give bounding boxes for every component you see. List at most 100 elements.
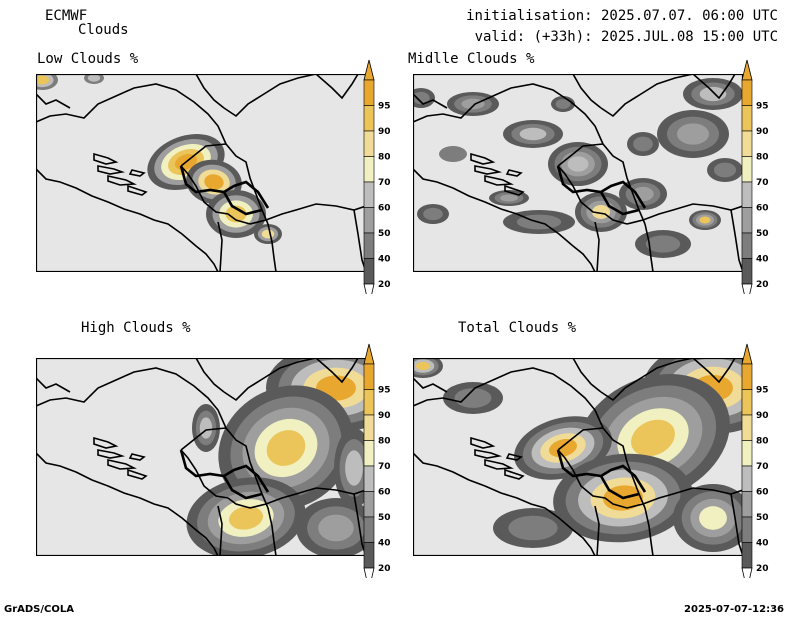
high-clouds-map — [36, 358, 366, 556]
country-border — [222, 191, 263, 216]
cloud-cover-area — [413, 91, 430, 105]
cloud-cover-area — [699, 216, 711, 224]
island-outline — [474, 449, 503, 459]
colorbar-label: 20 — [378, 564, 391, 574]
cloud-cover-area — [549, 438, 577, 458]
country-border — [599, 475, 640, 500]
colorbar-swatch — [363, 79, 375, 106]
colorbar-swatch — [363, 516, 375, 543]
colorbar-total: 20 40 50 60 70 80 90 95 — [741, 343, 769, 578]
colorbar-swatch — [741, 207, 753, 234]
colorbar-swatch — [363, 207, 375, 234]
colorbar-label: 95 — [378, 102, 391, 112]
colorbar-label: 90 — [378, 411, 391, 421]
country-border — [36, 93, 71, 109]
colorbar-over-arrow — [363, 59, 375, 81]
country-border — [557, 143, 604, 167]
cloud-cover-area — [713, 162, 737, 178]
country-border — [413, 83, 604, 145]
island-outline — [470, 436, 496, 449]
country-border — [180, 449, 251, 509]
colorbar-label: 95 — [756, 102, 769, 112]
country-border — [195, 74, 225, 109]
cloud-cover-area — [439, 146, 467, 162]
colorbar-label: 60 — [756, 204, 769, 214]
island-outline — [93, 152, 119, 165]
colorbar-over-arrow — [363, 343, 375, 365]
cloud-cover-area — [204, 174, 224, 190]
country-border — [217, 221, 223, 272]
island-outline — [107, 175, 137, 186]
colorbar-label: 90 — [756, 127, 769, 137]
country-border — [223, 358, 317, 402]
country-border — [249, 203, 366, 225]
country-border — [413, 367, 604, 429]
colorbar-swatch — [363, 414, 375, 441]
country-border — [572, 358, 602, 393]
cloud-cover-area — [631, 419, 675, 457]
colorbar-label: 95 — [378, 386, 391, 396]
country-border — [36, 377, 71, 393]
panel-title-high-clouds: High Clouds % — [81, 320, 191, 336]
country-border — [413, 93, 448, 109]
cloud-cover-area — [416, 361, 430, 371]
colorbar-label: 60 — [756, 488, 769, 498]
colorbar-label: 95 — [756, 386, 769, 396]
colorbar-swatch — [741, 79, 753, 106]
island-outline — [127, 468, 148, 480]
colorbar-swatch — [363, 363, 375, 390]
colorbar-label: 70 — [378, 462, 391, 472]
country-border — [180, 143, 227, 167]
colorbar-label: 70 — [756, 462, 769, 472]
cloud-cover-area — [677, 123, 709, 145]
colorbar-swatch — [741, 542, 753, 569]
panel-title-low-clouds: Low Clouds % — [37, 51, 139, 67]
island-outline — [128, 453, 146, 461]
cloud-cover-area — [261, 229, 275, 239]
colorbar-swatch — [363, 465, 375, 492]
country-border — [217, 505, 223, 556]
island-outline — [484, 175, 514, 186]
colorbar-label: 70 — [378, 178, 391, 188]
cloud-cover-area — [645, 235, 681, 253]
island-outline — [505, 169, 523, 177]
colorbar-label: 40 — [756, 255, 769, 265]
colorbar-swatch — [363, 258, 375, 285]
colorbar-swatch — [741, 181, 753, 208]
valid-time: valid: (+33h): 2025.JUL.08 15:00 UTC — [474, 29, 778, 45]
colorbar-under-arrow — [741, 567, 753, 578]
country-border — [600, 358, 694, 402]
country-border — [36, 367, 227, 429]
coastline — [413, 168, 596, 272]
island-outline — [505, 453, 523, 461]
colorbar-label: 90 — [378, 127, 391, 137]
country-border — [249, 487, 366, 509]
colorbar-swatch — [741, 258, 753, 285]
colorbar-swatch — [741, 440, 753, 467]
model-name: ECMWF — [45, 8, 88, 24]
cloud-cover-area — [266, 430, 306, 466]
cloud-cover-area — [555, 99, 571, 109]
colorbar-under-arrow — [741, 283, 753, 294]
colorbar-low: 20 40 50 60 70 80 90 95 — [363, 59, 391, 294]
country-border — [267, 507, 277, 556]
colorbar-swatch — [741, 414, 753, 441]
cloud-cover-area — [36, 75, 50, 85]
colorbar-label: 60 — [378, 204, 391, 214]
cloud-cover-area — [567, 156, 589, 172]
colorbar-label: 50 — [378, 513, 391, 523]
colorbar-label: 40 — [756, 539, 769, 549]
island-outline — [97, 165, 126, 175]
cloud-cover-area — [423, 207, 443, 221]
island-outline — [470, 152, 496, 165]
colorbar-swatch — [363, 389, 375, 416]
country-border — [644, 223, 654, 272]
country-border — [730, 209, 743, 272]
colorbar-under-arrow — [363, 567, 375, 578]
island-outline — [127, 184, 148, 196]
total-clouds-map — [413, 358, 743, 556]
colorbar-high: 20 40 50 60 70 80 90 95 — [363, 343, 391, 578]
country-border — [557, 427, 604, 451]
colorbar-label: 40 — [378, 539, 391, 549]
colorbar-swatch — [363, 130, 375, 157]
